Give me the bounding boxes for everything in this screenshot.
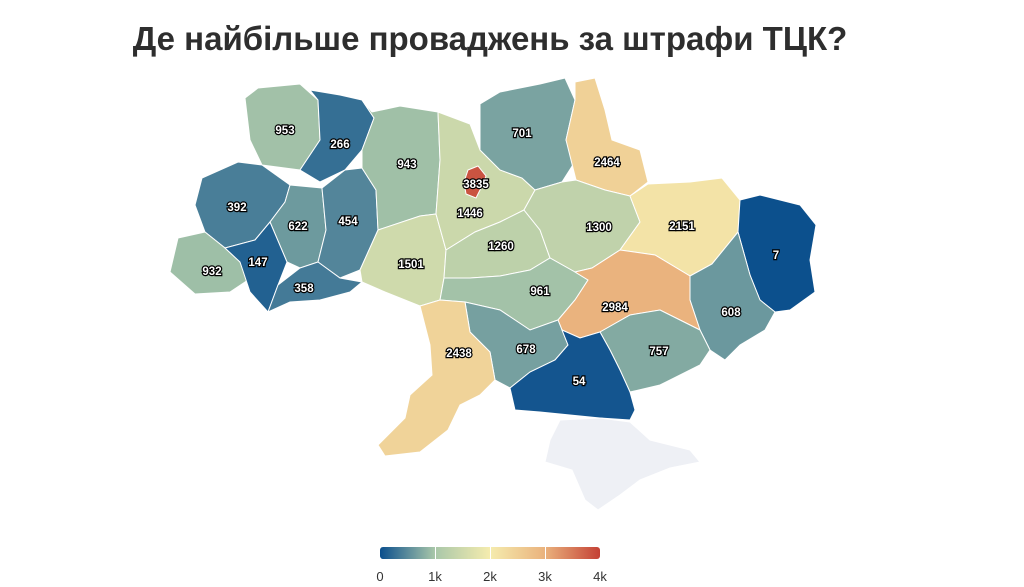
value-label-mykolaiv: 678 xyxy=(516,344,536,356)
value-label-rivne: 266 xyxy=(330,139,349,151)
value-label-zakarpattia: 932 xyxy=(202,266,221,278)
value-label-dnipropetrovsk: 2984 xyxy=(602,302,628,314)
region-chernivtsi[interactable] xyxy=(267,261,364,313)
legend-tick-line xyxy=(545,547,546,559)
value-label-ivano-frankivsk: 147 xyxy=(248,257,267,269)
map-title: Де найбільше проваджень за штрафи ТЦК? xyxy=(132,20,848,57)
value-label-khmelnytskyi: 454 xyxy=(338,216,358,228)
value-label-vinnytsia: 1501 xyxy=(398,259,424,271)
value-label-donetsk: 608 xyxy=(721,307,741,319)
value-label-zaporizhzhia: 757 xyxy=(649,346,668,358)
legend-tick-label: 3k xyxy=(538,569,552,584)
region-crimea[interactable] xyxy=(544,417,701,511)
value-label-poltava: 1300 xyxy=(586,222,612,234)
legend-tick-label: 1k xyxy=(428,569,442,584)
legend-tick-line xyxy=(435,547,436,559)
value-label-lviv: 392 xyxy=(227,202,246,214)
legend-tick-label: 0 xyxy=(376,569,384,584)
value-label-cherkasy: 1260 xyxy=(488,241,514,253)
value-label-chernivtsi: 358 xyxy=(294,283,314,295)
region-sumy[interactable] xyxy=(565,77,649,197)
legend-tick-label: 2k xyxy=(483,569,497,584)
region-kyiv-city[interactable] xyxy=(463,165,487,199)
value-label-ternopil: 622 xyxy=(288,221,307,233)
value-label-sumy: 2464 xyxy=(594,157,620,169)
value-label-odesa: 2438 xyxy=(446,348,472,360)
legend-tick-label: 4k xyxy=(593,569,607,584)
value-label-kirovohrad: 961 xyxy=(530,286,550,298)
legend-tick-line xyxy=(490,547,491,559)
value-label-kherson: 54 xyxy=(573,376,586,388)
region-odesa[interactable] xyxy=(377,299,496,457)
region-kherson[interactable] xyxy=(509,329,636,421)
value-label-volyn: 953 xyxy=(275,125,294,137)
value-label-kyiv-oblast: 1446 xyxy=(457,208,483,220)
value-label-kyiv-city: 3835 xyxy=(463,179,489,191)
color-legend: 0 1k 2k 3k 4k xyxy=(376,547,607,587)
value-label-kharkiv: 2151 xyxy=(669,221,695,233)
value-label-zhytomyr: 943 xyxy=(397,159,416,171)
value-label-luhansk: 7 xyxy=(773,250,779,262)
value-label-chernihiv: 701 xyxy=(512,128,532,140)
